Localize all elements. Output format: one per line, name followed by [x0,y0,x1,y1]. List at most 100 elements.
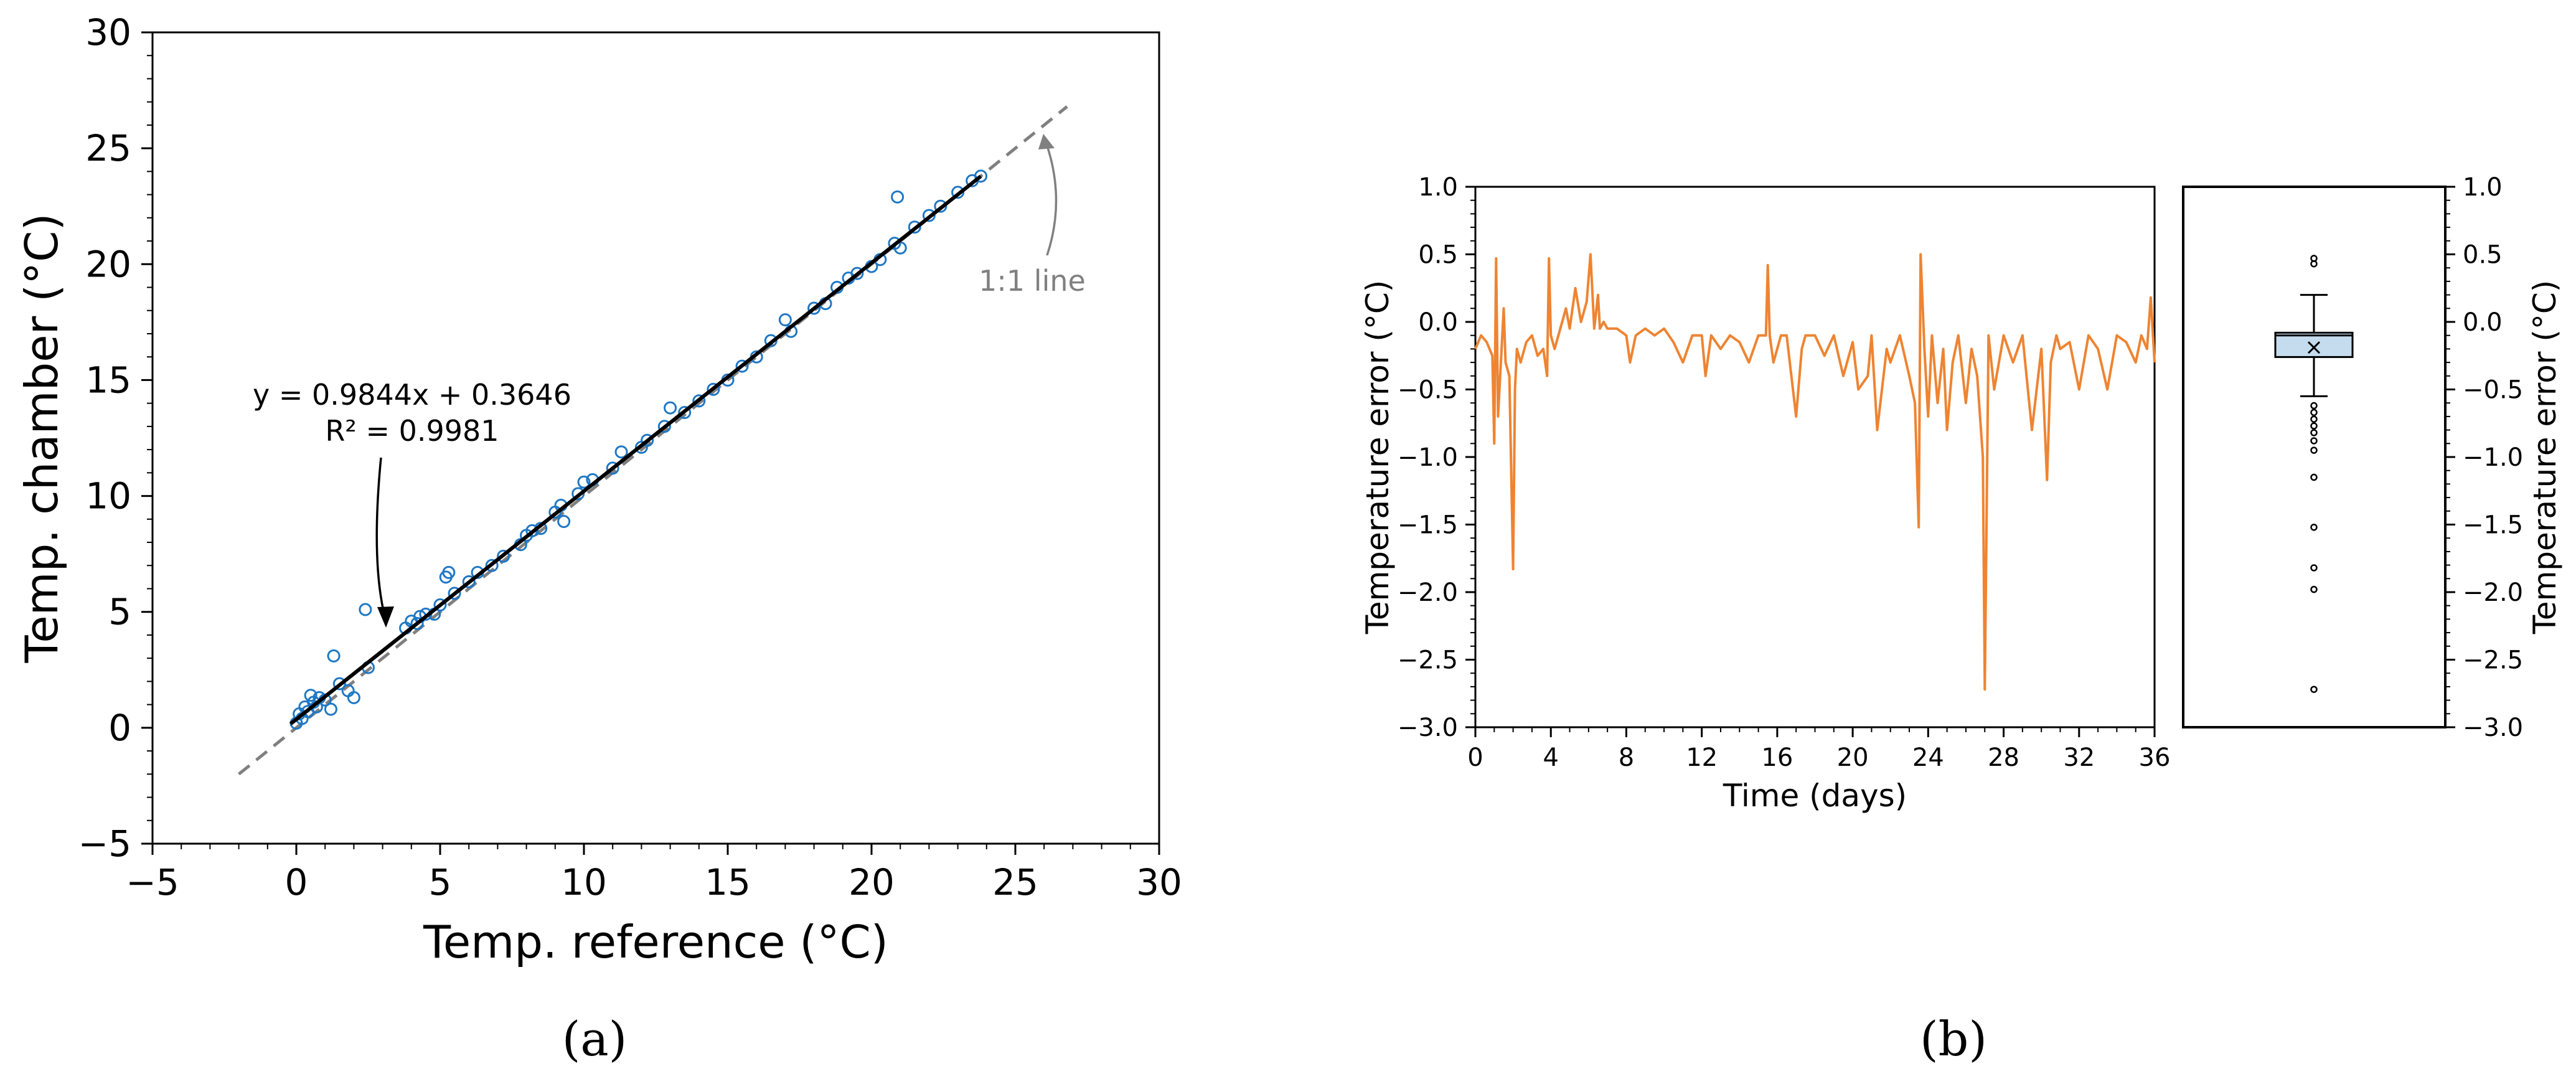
data-point [664,401,677,415]
y-tick-label: −0.5 [1398,376,1458,405]
data-point [410,616,424,630]
data-point [485,558,499,572]
y-tick-label: 30 [85,11,131,54]
x-tick-label: 20 [1837,743,1869,772]
data-point [433,598,447,612]
fit-equation-label: y = 0.9844x + 0.3646 [253,378,571,412]
panel-a-label: (a) [562,1011,628,1067]
outlier-point [2310,408,2318,417]
y-tick-label: 0 [108,707,131,749]
data-point [557,515,571,529]
x-tick-label: −5 [126,861,179,903]
outlier-point [2310,437,2318,445]
data-point [807,301,821,315]
y-tick-label: 1.0 [1418,173,1458,202]
x-tick-label: 10 [561,861,607,903]
y-tick-label: −3.0 [2463,714,2523,742]
y-tick-label: −2.5 [1398,646,1458,675]
y-tick-label: −2.5 [2463,646,2523,675]
x-tick-label: 36 [2139,743,2171,772]
data-point [641,433,654,447]
y-tick-label: −3.0 [1398,714,1458,742]
data-point [448,587,461,600]
identity-line-label: 1:1 line [979,264,1086,298]
y-tick-label: −5 [78,822,132,865]
data-point [974,169,988,183]
y-tick-label: 5 [108,591,131,633]
x-tick-label: 20 [848,861,895,903]
outlier-point [2310,564,2318,572]
data-point [692,394,706,408]
y-tick-label: −1.0 [2463,443,2523,472]
data-point [442,565,456,579]
y-tick-label: 0.5 [2463,241,2503,270]
y-tick-label: −2.0 [1398,578,1458,607]
data-point [735,359,749,373]
data-point [347,690,360,704]
fit-annotation-arrowhead [377,606,394,628]
data-point [934,199,947,213]
data-point [850,266,864,280]
data-point [891,190,905,204]
outlier-point [2310,260,2318,268]
x-tick-label: 8 [1619,743,1634,772]
data-point [778,313,792,327]
x-axis-label: Time (days) [1723,778,1907,814]
plot-frame [2182,186,2447,728]
y-axis-label: Temperature error (°C) [2527,280,2563,634]
data-point [922,209,936,222]
panel-b-boxplot: −3.0 −2.5 −2.0 −1.5 −1.0 −0.5 0.0 0.5 1.0 Tempera… [2182,173,2563,742]
regression-line [289,174,982,725]
mean-marker [2307,341,2321,354]
x-tick-label: 16 [1761,743,1793,772]
identity-annotation-arrowhead [1038,134,1055,149]
x-tick-label: 24 [1912,743,1944,772]
outlier-point [2310,473,2318,481]
data-point [304,689,317,702]
outlier-point [2310,402,2318,410]
y-tick-label: 0.5 [1418,241,1458,270]
outlier-point [2310,585,2318,593]
data-point [908,220,921,234]
x-tick-label: 4 [1543,743,1558,772]
outlier-point [2310,524,2318,531]
data-point [525,524,539,537]
data-point [707,382,720,396]
y-tick-label: 20 [85,243,131,285]
data-point [359,603,372,616]
x-tick-label: 15 [705,861,751,903]
outlier-point [2310,415,2318,423]
panel-a-scatter: −5 0 5 10 15 20 25 30 −5 0 5 10 15 20 25 30 Temp. refere… [16,11,1182,968]
y-tick-label: −1.5 [1398,511,1458,540]
y-tick-label: −2.0 [2463,578,2523,607]
y-tick-label: 25 [85,127,131,169]
identity-annotation-arrow [1045,141,1058,256]
panel-b-label: (b) [1920,1011,1987,1067]
fit-annotation-arrow [375,457,386,617]
r-squared-label: R² = 0.9981 [325,414,499,448]
data-point [657,420,671,433]
outlier-point [2310,446,2318,454]
data-point [614,445,628,459]
y-axis-label: Temp. chamber (°C) [16,213,68,663]
x-tick-label: 30 [1136,861,1182,903]
y-tick-label: −1.0 [1398,443,1458,472]
data-point [606,461,619,475]
data-point [332,677,346,690]
data-point [327,649,341,662]
y-tick-label: 0.0 [2463,308,2503,337]
plot-frame [151,31,1160,845]
error-series-line [1474,253,2156,691]
x-axis-label: Temp. reference (°C) [423,916,888,968]
y-tick-label: 1.0 [2463,173,2503,202]
x-tick-label: 32 [2063,743,2095,772]
y-axis-label: Temperature error (°C) [1360,280,1396,634]
data-point [497,549,510,563]
outlier-point [2310,422,2318,430]
x-tick-label: 25 [992,861,1038,903]
y-tick-label: −1.5 [2463,511,2523,540]
iqr-box [2274,331,2354,358]
x-tick-label: 0 [1467,743,1483,772]
data-point [678,406,692,420]
